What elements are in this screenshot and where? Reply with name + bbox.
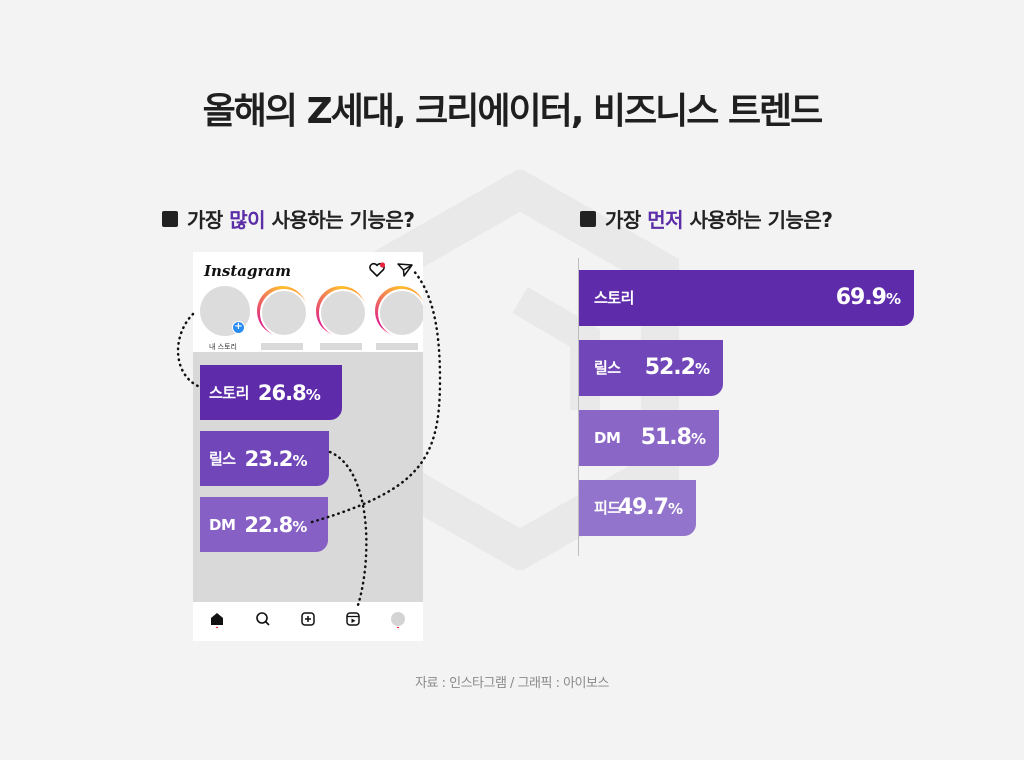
bar-4: 피드 49.7% xyxy=(579,480,696,536)
bar-category-label: 스토리 xyxy=(594,289,634,307)
story-avatar[interactable] xyxy=(316,286,367,337)
search-icon[interactable] xyxy=(254,610,272,628)
bar-value-label: 26.8% xyxy=(257,380,321,405)
right-title-suffix: 사용하는 기능은? xyxy=(689,208,833,232)
right-title-highlight: 먼저 xyxy=(647,208,684,232)
left-title-suffix: 사용하는 기능은? xyxy=(271,208,415,232)
bar-category-label: 피드 xyxy=(594,499,621,517)
page-title: 올해의 Z세대, 크리에이터, 비즈니스 트렌드 xyxy=(202,91,824,132)
home-icon[interactable] xyxy=(208,610,226,628)
left-title-prefix: 가장 xyxy=(187,208,223,232)
source-credit: 자료 : 인스타그램 / 그래픽 : 아이보스 xyxy=(415,676,609,691)
heart-icon[interactable] xyxy=(368,262,386,278)
square-bullet-icon xyxy=(580,210,596,227)
bar-value-label: 49.7% xyxy=(617,495,683,520)
bar-value-label: 52.2% xyxy=(644,355,710,380)
story-username-placeholder xyxy=(376,343,418,350)
right-title-prefix: 가장 xyxy=(605,208,641,232)
square-bullet-icon xyxy=(162,210,178,227)
story-username-placeholder xyxy=(261,343,303,350)
instagram-logo: Instagram xyxy=(204,262,291,280)
bar-3: DM 51.8% xyxy=(579,410,719,466)
bar-value-label: 51.8% xyxy=(640,425,706,450)
bar-category-label: DM xyxy=(209,515,236,534)
bar-value-label: 69.9% xyxy=(835,285,901,310)
send-icon[interactable] xyxy=(396,262,414,278)
story-avatar[interactable] xyxy=(375,286,423,337)
bar-category-label: 릴스 xyxy=(209,450,236,468)
stories-row: + 내 스토리 xyxy=(193,286,423,352)
bar-category-label: DM xyxy=(594,429,621,447)
left-title-highlight: 많이 xyxy=(229,208,266,232)
bar-value-label: 23.2% xyxy=(244,446,308,471)
bar-2: 릴스 23.2% xyxy=(200,431,329,486)
story-username-placeholder xyxy=(320,343,362,350)
bar-category-label: 스토리 xyxy=(209,384,249,402)
bar-1: 스토리 26.8% xyxy=(200,365,342,420)
left-section-title: 가장 많이 사용하는 기능은? xyxy=(162,204,415,233)
bar-value-label: 22.8% xyxy=(244,512,307,537)
chart-axis-line xyxy=(578,258,579,556)
story-avatar[interactable] xyxy=(257,286,308,337)
my-story-label: 내 스토리 xyxy=(209,343,237,351)
add-post-icon[interactable] xyxy=(299,610,317,628)
reels-icon[interactable] xyxy=(344,610,362,628)
bar-category-label: 릴스 xyxy=(594,359,621,377)
bar-1: 스토리 69.9% xyxy=(579,270,914,326)
right-section-title: 가장 먼저 사용하는 기능은? xyxy=(580,204,833,233)
bottom-navigation xyxy=(193,602,423,641)
bar-2: 릴스 52.2% xyxy=(579,340,723,396)
bar-3: DM 22.8% xyxy=(200,497,328,552)
add-story-icon[interactable]: + xyxy=(232,321,245,334)
profile-avatar[interactable] xyxy=(389,610,407,628)
